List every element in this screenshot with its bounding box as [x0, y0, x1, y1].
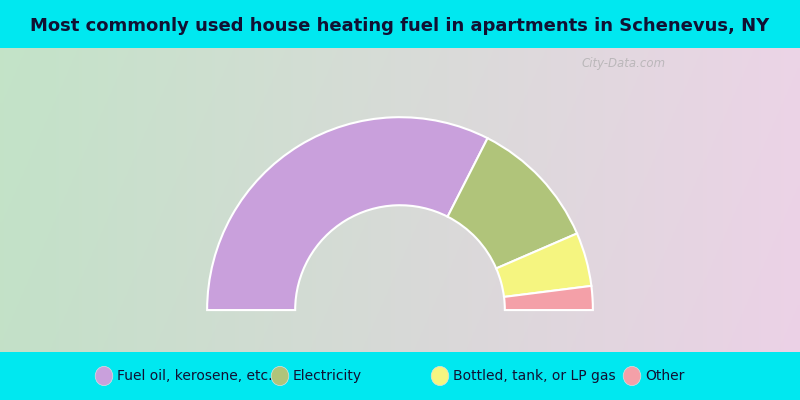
- Text: Electricity: Electricity: [293, 369, 362, 383]
- Ellipse shape: [271, 366, 289, 386]
- Text: Fuel oil, kerosene, etc.: Fuel oil, kerosene, etc.: [117, 369, 272, 383]
- Text: Most commonly used house heating fuel in apartments in Schenevus, NY: Most commonly used house heating fuel in…: [30, 17, 770, 35]
- Ellipse shape: [431, 366, 449, 386]
- Text: City-Data.com: City-Data.com: [582, 57, 666, 70]
- Ellipse shape: [95, 366, 113, 386]
- Text: Bottled, tank, or LP gas: Bottled, tank, or LP gas: [453, 369, 615, 383]
- Wedge shape: [447, 138, 577, 268]
- Text: Other: Other: [645, 369, 684, 383]
- Wedge shape: [207, 117, 487, 310]
- Ellipse shape: [623, 366, 641, 386]
- Wedge shape: [496, 234, 591, 297]
- Wedge shape: [504, 286, 593, 310]
